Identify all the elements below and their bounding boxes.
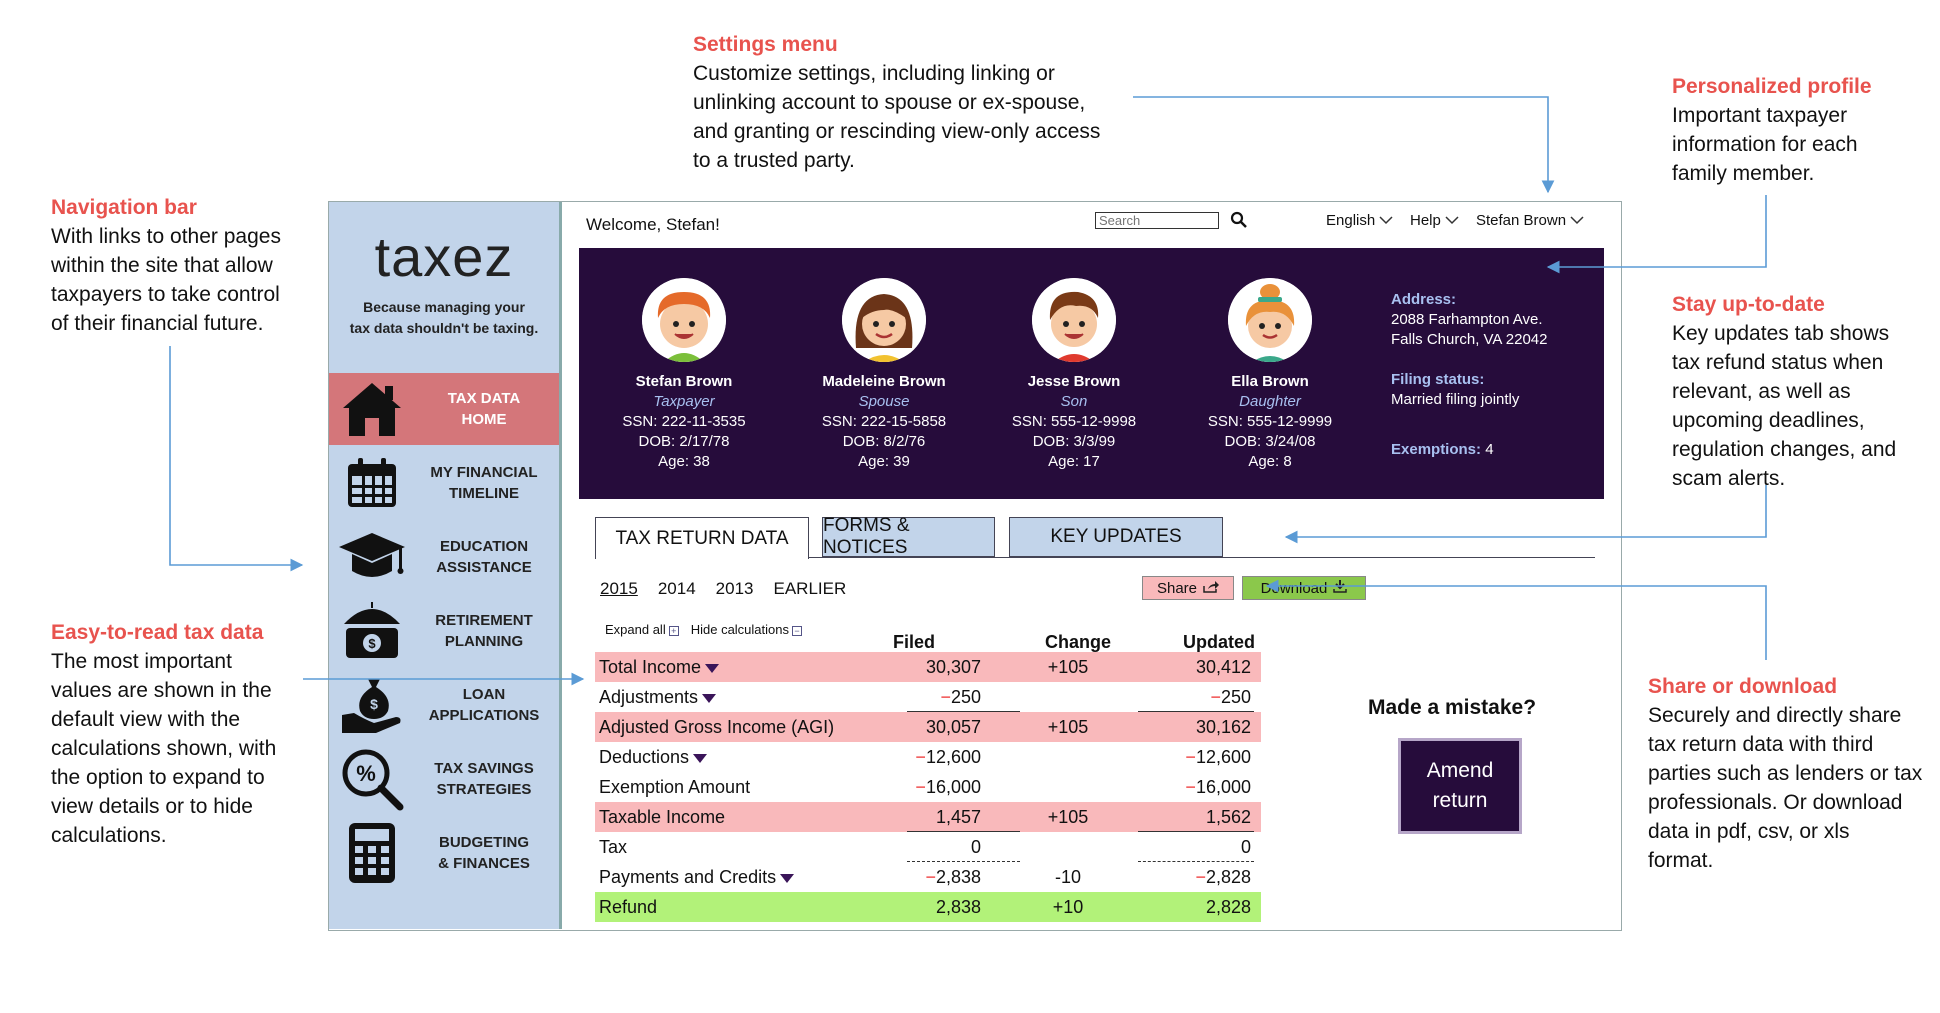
annotation-stay-up-to-date: Stay up-to-date Key updates tab shows ta… <box>1672 293 1897 490</box>
sidebar-item-financial-timeline[interactable]: MY FINANCIAL TIMELINE <box>329 447 559 519</box>
table-row[interactable]: Adjustments −250 −250 <box>599 687 1251 707</box>
plus-box-icon: + <box>668 626 679 636</box>
search-input[interactable] <box>1095 212 1219 229</box>
svg-text:$: $ <box>368 636 376 651</box>
app-window: taxez Because managing your tax data sho… <box>328 201 1622 931</box>
expand-all-toggle[interactable]: Expand all + <box>605 622 679 637</box>
table-controls: Expand all + Hide calculations − <box>605 622 802 637</box>
chevron-down-icon <box>1570 212 1584 229</box>
year-link[interactable]: 2015 <box>600 579 638 598</box>
language-menu[interactable]: English <box>1326 212 1393 229</box>
sidebar-item-retirement-planning[interactable]: $ RETIREMENT PLANNING <box>329 595 559 667</box>
tagline: Because managing your tax data shouldn't… <box>349 299 539 336</box>
year-selector: 2015 2014 2013 EARLIER <box>600 579 846 599</box>
sidebar-item-tax-data-home[interactable]: TAX DATA HOME <box>329 373 559 445</box>
share-button[interactable]: Share <box>1142 576 1234 600</box>
tax-data-table: Filed Change Updated Total Income 30,307… <box>595 622 1261 922</box>
avatar <box>842 278 926 362</box>
annotation-settings-menu: Settings menu Customize settings, includ… <box>693 33 1101 172</box>
subtotal-line <box>907 711 1020 712</box>
hide-calculations-toggle[interactable]: Hide calculations − <box>691 622 802 637</box>
sidebar: taxez Because managing your tax data sho… <box>329 202 562 929</box>
download-button[interactable]: Download <box>1242 576 1366 600</box>
member-card[interactable]: Ella Brown Daughter SSN: 555-12-9999 DOB… <box>1185 278 1355 472</box>
subtotal-line <box>907 861 1020 862</box>
calculator-icon <box>329 817 415 889</box>
share-icon <box>1203 580 1220 597</box>
mistake-heading: Made a mistake? <box>1367 696 1537 719</box>
avatar <box>1228 278 1312 362</box>
main-content: Welcome, Stefan! English Help Stefan Bro… <box>562 202 1620 929</box>
calendar-icon <box>329 447 415 519</box>
table-row[interactable]: Exemption Amount −16,000 −16,000 <box>599 777 1251 797</box>
minus-box-icon: − <box>792 626 802 636</box>
table-row[interactable]: Adjusted Gross Income (AGI) 30,057 +105 … <box>595 712 1261 742</box>
chevron-down-icon <box>1445 212 1459 229</box>
umbrella-money-icon: $ <box>329 595 415 667</box>
svg-text:$: $ <box>370 696 378 712</box>
money-bag-hand-icon: $ <box>329 669 415 741</box>
member-card[interactable]: Madeleine Brown Spouse SSN: 222-15-5858 … <box>799 278 969 472</box>
caret-down-icon[interactable] <box>780 873 795 883</box>
avatar <box>642 278 726 362</box>
user-settings-menu[interactable]: Stefan Brown <box>1476 212 1584 229</box>
graduation-cap-icon <box>329 521 415 593</box>
house-icon <box>329 373 415 445</box>
sidebar-item-education-assistance[interactable]: EDUCATION ASSISTANCE <box>329 521 559 593</box>
search-icon[interactable] <box>1230 211 1248 234</box>
subtotal-line <box>907 831 1020 832</box>
avatar <box>1032 278 1116 362</box>
tab-forms-notices[interactable]: FORMS & NOTICES <box>822 515 995 558</box>
year-link[interactable]: 2014 <box>657 579 696 598</box>
annotation-personalized-profile: Personalized profile Important taxpayer … <box>1672 75 1872 185</box>
table-header: Filed Change Updated <box>893 632 1255 652</box>
sidebar-item-budgeting-finances[interactable]: BUDGETING & FINANCES <box>329 817 559 889</box>
logo: taxez <box>374 225 514 288</box>
chevron-down-icon <box>1379 212 1393 229</box>
table-row[interactable]: Taxable Income 1,457 +105 1,562 <box>595 802 1261 832</box>
sidebar-item-loan-applications[interactable]: $ LOAN APPLICATIONS <box>329 669 559 741</box>
member-card[interactable]: Stefan Brown Taxpayer SSN: 222-11-3535 D… <box>599 278 769 472</box>
table-row[interactable]: Refund 2,838 +10 2,828 <box>595 892 1261 922</box>
table-row[interactable]: Deductions −12,600 −12,600 <box>599 747 1251 767</box>
table-row[interactable]: Tax 0 0 <box>599 837 1251 857</box>
table-row[interactable]: Total Income 30,307 +105 30,412 <box>595 652 1261 682</box>
caret-down-icon[interactable] <box>702 693 717 703</box>
caret-down-icon[interactable] <box>693 753 708 763</box>
caret-down-icon[interactable] <box>705 663 720 673</box>
member-card[interactable]: Jesse Brown Son SSN: 555-12-9998 DOB: 3/… <box>989 278 1159 472</box>
table-row[interactable]: Payments and Credits −2,838 -10 −2,828 <box>599 867 1251 887</box>
year-link[interactable]: EARLIER <box>773 579 847 598</box>
annotation-share-or-download: Share or download Securely and directly … <box>1648 675 1923 872</box>
year-link[interactable]: 2013 <box>715 579 754 598</box>
tab-divider <box>595 557 1595 558</box>
annotation-easy-to-read-tax-data: Easy-to-read tax data The most important… <box>51 621 277 847</box>
tab-key-updates[interactable]: KEY UPDATES <box>1009 517 1223 557</box>
subtotal-line <box>1138 831 1254 832</box>
percent-magnifier-icon: % <box>329 743 415 815</box>
help-menu[interactable]: Help <box>1410 212 1459 229</box>
tab-tax-return-data[interactable]: TAX RETURN DATA <box>595 517 809 559</box>
svg-text:%: % <box>356 761 376 786</box>
annotation-navigation-bar: Navigation bar With links to other pages… <box>51 196 281 335</box>
subtotal-line <box>1138 711 1254 712</box>
amend-return-button[interactable]: Amend return <box>1398 738 1522 834</box>
download-icon <box>1333 579 1348 597</box>
sidebar-item-tax-savings-strategies[interactable]: % TAX SAVINGS STRATEGIES <box>329 743 559 815</box>
family-profile-banner: Stefan Brown Taxpayer SSN: 222-11-3535 D… <box>579 248 1604 499</box>
household-info: Address: 2088 Farhampton Ave. Falls Chur… <box>1391 291 1548 458</box>
welcome-message: Welcome, Stefan! <box>586 215 720 234</box>
subtotal-line <box>1138 861 1254 862</box>
